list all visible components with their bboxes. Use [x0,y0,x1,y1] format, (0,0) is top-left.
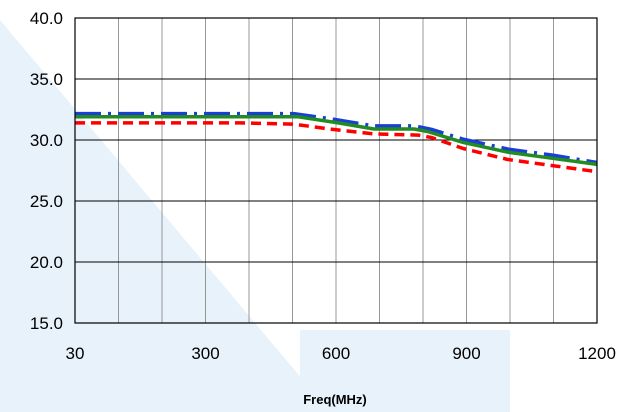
series-lines [75,111,598,174]
x-tick-label: 300 [191,344,219,363]
y-tick-label: 40.0 [30,9,63,28]
y-tick-label: 15.0 [30,314,63,333]
series-line-3 [75,121,598,174]
series-line-1 [75,111,598,166]
x-tick-label: 30 [66,344,85,363]
x-tick-label: 1200 [578,344,616,363]
y-tick-label: 25.0 [30,192,63,211]
plot-frame [74,17,598,324]
x-axis-ticks: 30 300 600 900 1200 [66,344,616,363]
y-tick-label: 30.0 [30,131,63,150]
y-axis-ticks: 15.0 20.0 25.0 30.0 35.0 40.0 [30,9,63,333]
y-tick-label: 20.0 [30,253,63,272]
grid-lines [75,17,597,324]
x-axis-title: Freq(MHz) [303,392,367,407]
watermark-block [300,330,510,412]
x-tick-label: 600 [322,344,350,363]
y-tick-label: 35.0 [30,70,63,89]
series-line-2 [75,115,598,167]
x-tick-label: 900 [452,344,480,363]
